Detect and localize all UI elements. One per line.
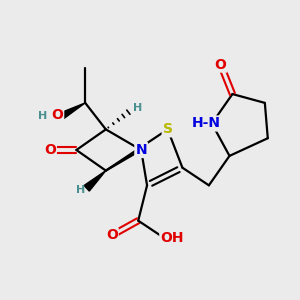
Text: O: O: [106, 228, 118, 242]
Text: O: O: [44, 143, 56, 157]
Text: O: O: [51, 108, 63, 122]
Polygon shape: [57, 103, 85, 121]
Text: S: S: [163, 122, 173, 136]
Text: O: O: [215, 58, 226, 72]
Text: H: H: [38, 111, 47, 121]
Polygon shape: [84, 171, 106, 191]
Text: H: H: [76, 185, 85, 195]
Text: H: H: [133, 103, 142, 113]
Text: OH: OH: [160, 231, 184, 245]
Text: H-N: H-N: [192, 116, 221, 130]
Text: N: N: [135, 143, 147, 157]
